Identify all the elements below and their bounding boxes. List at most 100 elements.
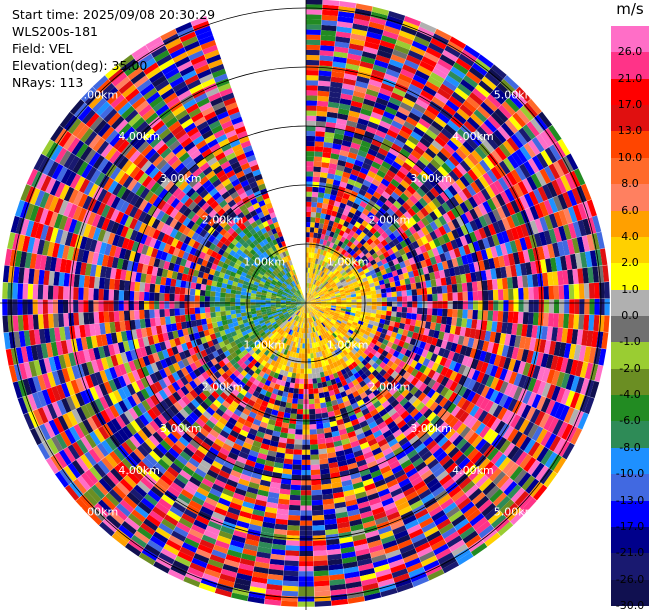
velocity-gate <box>288 515 300 521</box>
velocity-gate <box>377 306 382 310</box>
velocity-gate <box>306 146 315 151</box>
velocity-gate <box>377 298 382 302</box>
velocity-gate <box>564 299 569 313</box>
velocity-gate <box>316 121 326 127</box>
velocity-gate <box>498 311 504 322</box>
velocity-gate <box>211 317 217 323</box>
velocity-gate <box>319 397 325 403</box>
velocity-gate <box>306 171 313 176</box>
velocity-gate <box>313 560 327 566</box>
velocity-gate <box>351 305 356 308</box>
velocity-gate <box>549 300 554 314</box>
velocity-gate <box>392 307 397 312</box>
velocity-gate <box>316 207 322 213</box>
velocity-gate <box>298 394 303 399</box>
velocity-gate <box>311 217 316 222</box>
velocity-gate <box>605 299 610 316</box>
velocity-gate <box>306 131 315 136</box>
velocity-gate <box>558 314 564 328</box>
velocity-gate <box>321 162 329 168</box>
velocity-gate <box>452 284 458 293</box>
velocity-gate <box>287 525 300 531</box>
velocity-gate <box>300 369 304 374</box>
velocity-gate <box>289 510 301 516</box>
velocity-gate <box>281 596 297 602</box>
velocity-gate <box>291 403 297 409</box>
velocity-gate <box>160 317 166 325</box>
velocity-gate <box>314 596 330 602</box>
velocity-gate <box>309 399 315 404</box>
velocity-gate <box>396 286 402 292</box>
velocity-gate <box>310 449 318 455</box>
velocity-gate <box>292 465 301 471</box>
velocity-gate <box>284 570 299 576</box>
velocity-gate <box>297 409 303 414</box>
velocity-gate <box>220 306 225 311</box>
velocity-gate <box>235 306 240 310</box>
velocity-gate <box>405 318 411 324</box>
velocity-gate <box>293 459 302 465</box>
velocity-gate <box>285 448 294 454</box>
velocity-gate <box>313 555 327 561</box>
velocity-gate <box>306 95 317 100</box>
velocity-gate <box>406 290 412 296</box>
velocity-gate <box>311 212 316 217</box>
velocity-gate <box>317 433 325 439</box>
velocity-gate <box>492 279 498 290</box>
velocity-gate <box>322 412 329 418</box>
velocity-gate <box>396 312 402 318</box>
velocity-gate <box>478 301 483 311</box>
velocity-gate <box>315 403 321 409</box>
velocity-gate <box>316 418 323 424</box>
velocity-gate <box>385 315 391 320</box>
velocity-gate <box>321 407 328 413</box>
velocity-gate <box>583 315 589 331</box>
velocity-gate <box>503 289 509 300</box>
velocity-gate <box>316 111 327 117</box>
velocity-gate <box>315 413 322 419</box>
velocity-gate <box>309 252 312 257</box>
velocity-gate <box>411 283 417 290</box>
velocity-gate <box>386 288 392 293</box>
velocity-gate <box>427 287 433 294</box>
velocity-gate <box>412 289 418 295</box>
velocity-gate <box>578 314 584 329</box>
velocity-gate <box>431 315 437 323</box>
velocity-gate <box>314 151 323 157</box>
velocity-gate <box>308 374 312 379</box>
velocity-gate <box>317 101 328 107</box>
velocity-gate <box>421 314 427 321</box>
velocity-gate <box>290 495 301 501</box>
velocity-gate <box>553 313 559 327</box>
velocity-gate <box>310 227 314 232</box>
velocity-gate <box>387 297 392 302</box>
velocity-gate <box>312 520 324 526</box>
velocity-gate <box>282 591 298 597</box>
velocity-gate <box>313 540 326 546</box>
velocity-gate <box>309 242 313 247</box>
velocity-gate <box>346 305 351 308</box>
velocity-gate <box>462 283 468 292</box>
velocity-gate <box>295 434 303 439</box>
velocity-gate <box>317 202 323 208</box>
velocity-gate <box>518 312 524 324</box>
velocity-gate <box>283 581 299 587</box>
velocity-gate <box>315 131 325 137</box>
velocity-gate <box>396 291 402 297</box>
velocity-gate <box>308 379 313 384</box>
velocity-gate <box>306 0 323 5</box>
velocity-gate <box>298 358 302 363</box>
velocity-gate <box>312 368 316 373</box>
velocity-gate <box>306 100 317 105</box>
velocity-gate <box>312 515 324 521</box>
velocity-gate <box>564 285 570 299</box>
velocity-gate <box>386 292 391 297</box>
velocity-gate <box>306 19 321 24</box>
velocity-gate <box>306 242 309 247</box>
velocity-gate <box>299 384 304 389</box>
velocity-gate <box>312 525 325 531</box>
velocity-gate <box>286 540 299 546</box>
velocity-gate <box>574 284 580 299</box>
velocity-gate <box>289 418 296 424</box>
velocity-gate <box>406 313 412 319</box>
